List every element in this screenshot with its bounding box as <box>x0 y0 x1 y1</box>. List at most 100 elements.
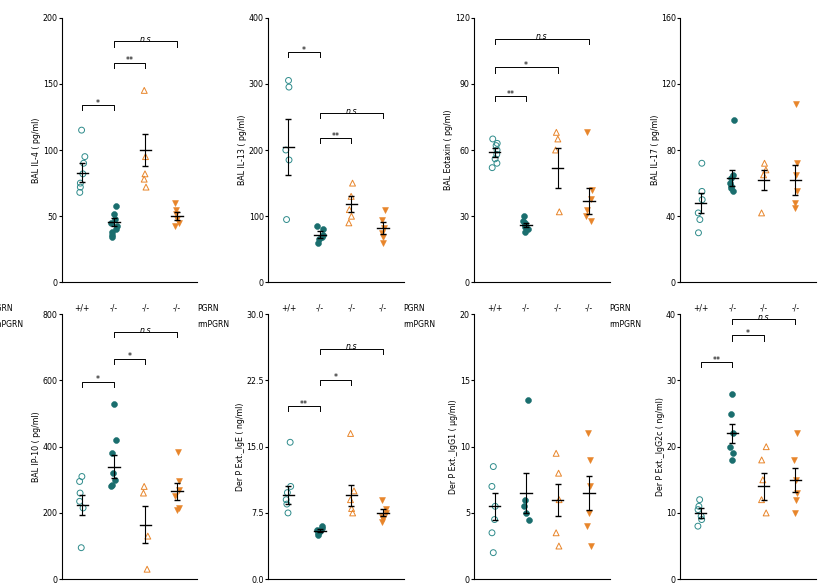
Point <box>789 203 802 212</box>
Text: n.s: n.s <box>139 35 151 44</box>
Point <box>110 201 123 211</box>
Point <box>490 159 503 168</box>
Point <box>77 503 90 512</box>
Point <box>693 215 706 224</box>
Point <box>486 135 499 144</box>
Text: -: - <box>731 319 733 329</box>
Text: chal: chal <box>581 319 597 329</box>
Point <box>73 488 87 498</box>
Text: *: * <box>524 61 528 70</box>
Point <box>580 128 593 137</box>
Point <box>348 486 361 495</box>
Point <box>790 187 803 196</box>
Point <box>790 99 803 108</box>
Point <box>109 475 122 484</box>
Point <box>725 455 738 464</box>
Point <box>695 195 709 204</box>
Text: chal: chal <box>787 319 803 329</box>
Point <box>315 521 328 531</box>
Y-axis label: BAL Eotaxin ( pg/ml): BAL Eotaxin ( pg/ml) <box>444 110 453 190</box>
Text: -/-: -/- <box>522 304 530 312</box>
Point <box>727 429 740 438</box>
Point <box>138 86 151 95</box>
Point <box>583 455 597 464</box>
Point <box>138 482 151 491</box>
Y-axis label: BAL IL-4 ( pg/ml): BAL IL-4 ( pg/ml) <box>32 118 41 183</box>
Point <box>279 145 293 154</box>
Text: sen: sen <box>138 319 152 329</box>
Point <box>789 475 803 484</box>
Text: Der P: Der P <box>119 357 140 366</box>
Point <box>692 501 705 511</box>
Text: rmPGRN: rmPGRN <box>198 319 230 329</box>
Point <box>522 395 535 405</box>
Point <box>692 228 705 238</box>
Point <box>311 525 324 534</box>
Text: -/-: -/- <box>141 304 149 312</box>
Point <box>379 508 392 518</box>
Point <box>552 541 565 550</box>
Text: Der P: Der P <box>531 357 552 366</box>
Point <box>171 447 185 456</box>
Text: **: ** <box>125 56 133 66</box>
Text: *: * <box>334 373 338 382</box>
Point <box>311 531 325 540</box>
Point <box>345 504 358 513</box>
Text: n.s: n.s <box>139 326 151 335</box>
Point <box>109 225 122 234</box>
Point <box>549 145 562 154</box>
Text: -: - <box>493 319 496 329</box>
Text: -: - <box>525 319 527 329</box>
Point <box>343 205 356 214</box>
Text: PGRN: PGRN <box>404 304 425 312</box>
Point <box>105 230 119 239</box>
Point <box>345 212 358 221</box>
Point <box>283 155 296 164</box>
Y-axis label: Der P Ext._IgE ( ng/ml): Der P Ext._IgE ( ng/ml) <box>236 402 245 491</box>
Point <box>490 139 503 148</box>
Text: -/-: -/- <box>379 304 387 312</box>
Point <box>726 389 739 398</box>
Text: **: ** <box>300 400 308 409</box>
Point <box>312 235 325 244</box>
Point <box>584 541 597 550</box>
Point <box>790 159 803 168</box>
Text: sen: sen <box>551 319 564 329</box>
Point <box>311 238 325 247</box>
Text: -/-: -/- <box>316 304 324 312</box>
Text: -/-: -/- <box>348 304 355 312</box>
Text: +/+: +/+ <box>487 304 502 312</box>
Point <box>551 135 564 144</box>
Point <box>375 215 388 224</box>
Point <box>284 482 297 491</box>
Y-axis label: BAL IL-17 ( pg/ml): BAL IL-17 ( pg/ml) <box>651 115 659 185</box>
Point <box>169 221 182 230</box>
Point <box>724 174 737 183</box>
Point <box>485 528 499 538</box>
Point <box>283 82 296 92</box>
Text: -/-: -/- <box>173 304 181 312</box>
Point <box>490 145 503 154</box>
Text: n.s: n.s <box>536 32 548 42</box>
Point <box>169 491 182 501</box>
Point <box>316 225 329 234</box>
Point <box>283 438 297 447</box>
Point <box>169 205 182 214</box>
Point <box>346 178 359 188</box>
Point <box>580 521 593 531</box>
Point <box>487 548 500 558</box>
Point <box>581 205 594 214</box>
Text: *: * <box>96 99 100 108</box>
Point <box>518 495 531 504</box>
Point <box>280 500 293 509</box>
Text: -: - <box>700 319 702 329</box>
Point <box>344 192 358 201</box>
Point <box>376 228 389 238</box>
Point <box>77 169 90 178</box>
Point <box>311 222 324 231</box>
Point <box>107 469 120 478</box>
Point <box>109 214 122 223</box>
Point <box>790 488 803 498</box>
Text: +/+: +/+ <box>693 304 709 312</box>
Point <box>583 508 596 518</box>
